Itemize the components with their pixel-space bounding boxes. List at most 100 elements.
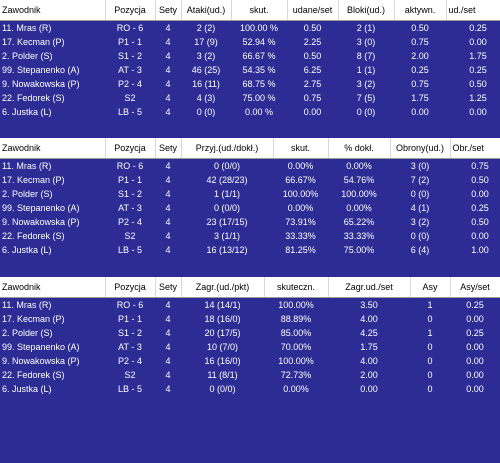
accuracy-cell: 0.00% [346,161,372,171]
column-header-serve-eff[interactable]: skuteczn. [264,277,329,298]
attack-per-set-cell: 6.25 [303,65,322,75]
attacks-cell: 3 (2) [196,51,216,61]
sets-cell: 4 [165,203,171,213]
column-header-serves-per-set[interactable]: Zagr.ud./set [328,277,411,298]
position-cell: S2 [124,231,136,241]
sets-cell: 4 [165,23,171,33]
table-row[interactable]: 2. Polder (S) S1 - 2 4 3 (2) 66.67 % 0.50 8 (7… [0,49,500,63]
table-row[interactable]: 6. Justka (L) LB - 5 4 0 (0) 0.00 % 0.00 0 (0)… [0,105,500,119]
column-header-player[interactable]: Zawodnik [0,277,106,298]
column-header-digs-per-set[interactable]: Obr./set [450,138,500,159]
reception-eff-cell: 66.67% [285,175,316,185]
position-cell: S1 - 2 [117,51,142,61]
reception-eff-cell: 0.00% [287,203,314,213]
attack-eff-cell: 66.67 % [242,51,276,61]
table-row[interactable]: 22. Fedorek (S) S2 4 11 (8/1) 72.73% 2.00 0 0.0… [0,368,500,382]
player-name-cell: 6. Justka (L) [2,384,52,394]
player-name-cell: 17. Kecman (P) [2,175,65,185]
column-header-sets[interactable]: Sety [155,138,182,159]
attack-per-set-cell: 0.50 [303,51,322,61]
sets-cell: 4 [165,300,171,310]
aces-cell: 0 [427,314,433,324]
player-name-cell: 22. Fedorek (S) [2,93,65,103]
column-header-aces[interactable]: Asy [410,277,451,298]
column-header-digs[interactable]: Obrony(ud.) [390,138,451,159]
column-header-attack-eff[interactable]: skut. [231,0,288,21]
block-per-set-cell: 1.75 [469,51,487,61]
column-header-player[interactable]: Zawodnik [0,138,106,159]
table-row[interactable]: 11. Mras (R) RO - 6 4 14 (14/1) 100.00% 3.50 1… [0,298,500,313]
table-row[interactable]: 6. Justka (L) LB - 5 4 16 (13/12) 81.25% 75.0… [0,243,500,257]
column-header-reception-eff[interactable]: skut. [273,138,329,159]
table-row[interactable]: 9. Nowakowska (P) P2 - 4 4 16 (11) 68.75 % 2.… [0,77,500,91]
column-header-position[interactable]: Pozycja [105,138,156,159]
table-row[interactable]: 99. Stepanenko (A) AT - 3 4 0 (0/0) 0.00% 0.0… [0,201,500,215]
column-header-sets[interactable]: Sety [155,277,182,298]
aces-cell: 0 [427,356,433,366]
digs-cell: 6 (4) [410,245,430,255]
serves-per-set-cell: 4.00 [360,356,378,366]
sets-cell: 4 [165,107,171,117]
attack-eff-cell: 54.35 % [242,65,276,75]
column-header-position[interactable]: Pozycja [105,0,156,21]
player-name-cell: 99. Stepanenko (A) [2,65,80,75]
column-header-attack-per-set[interactable]: udane/set [287,0,339,21]
column-header-serves[interactable]: Zagr.(ud./pkt) [181,277,265,298]
column-header-blocks[interactable]: Bloki(ud.) [338,0,395,21]
position-cell: P1 - 1 [117,37,142,47]
position-cell: P1 - 1 [117,314,142,324]
table-row[interactable]: 22. Fedorek (S) S2 4 3 (1/1) 33.33% 33.33% 0 (… [0,229,500,243]
serve-eff-cell: 72.73% [280,370,312,380]
table-row[interactable]: 17. Kecman (P) P1 - 1 4 17 (9) 52.94 % 2.25 3 … [0,35,500,49]
activity-cell: 0.00 [411,107,429,117]
player-name-cell: 2. Polder (S) [2,51,53,61]
position-cell: P2 - 4 [117,79,142,89]
sets-cell: 4 [165,328,171,338]
table-row[interactable]: 11. Mras (R) RO - 6 4 0 (0/0) 0.00% 0.00% 3 (0… [0,159,500,174]
digs-per-set-cell: 0.00 [471,189,489,199]
attack-eff-cell: 75.00 % [242,93,276,103]
table-row[interactable]: 99. Stepanenko (A) AT - 3 4 46 (25) 54.35 % 6… [0,63,500,77]
table-row[interactable]: 22. Fedorek (S) S2 4 4 (3) 75.00 % 0.75 7 (5) 1… [0,91,500,105]
table-row[interactable]: 11. Mras (R) RO - 6 4 2 (2) 100.00 % 0.50 2 (1… [0,21,500,36]
player-name-cell: 2. Polder (S) [2,189,53,199]
aces-per-set-cell: 0.25 [466,300,484,310]
table-row[interactable]: 17. Kecman (P) P1 - 1 4 42 (28/23) 66.67% 54.… [0,173,500,187]
blocks-cell: 7 (5) [356,93,376,103]
player-name-cell: 9. Nowakowska (P) [2,356,80,366]
attacks-cell: 4 (3) [196,93,216,103]
aces-per-set-cell: 0.00 [466,356,484,366]
activity-cell: 2.00 [411,51,429,61]
attacks-cell: 17 (9) [194,37,218,47]
position-cell: S1 - 2 [117,328,142,338]
column-header-activity[interactable]: aktywn. [394,0,447,21]
attacks-cell: 46 (25) [191,65,221,75]
column-header-attacks[interactable]: Ataki(ud.) [181,0,232,21]
serves-per-set-cell: 4.00 [360,314,378,324]
serve-eff-cell: 0.00% [283,384,309,394]
table-row[interactable]: 17. Kecman (P) P1 - 1 4 18 (16/0) 88.89% 4.00… [0,312,500,326]
position-cell: P2 - 4 [117,217,142,227]
blocks-cell: 3 (2) [356,79,376,89]
table-row[interactable]: 99. Stepanenko (A) AT - 3 4 10 (7/0) 70.00% 1… [0,340,500,354]
column-header-sets[interactable]: Sety [155,0,182,21]
column-header-receptions[interactable]: Przyj.(ud./dokł.) [181,138,274,159]
table-row[interactable]: 9. Nowakowska (P) P2 - 4 4 16 (16/0) 100.00%… [0,354,500,368]
table-row[interactable]: 2. Polder (S) S1 - 2 4 20 (17/5) 85.00% 4.25 1… [0,326,500,340]
column-header-position[interactable]: Pozycja [105,277,156,298]
table-row[interactable]: 9. Nowakowska (P) P2 - 4 4 23 (17/15) 73.91%… [0,215,500,229]
player-name-cell: 11. Mras (R) [2,300,52,310]
column-header-accuracy[interactable]: % dokł. [328,138,391,159]
column-header-player[interactable]: Zawodnik [0,0,106,21]
column-header-aces-per-set[interactable]: Asy/set [450,277,500,298]
sets-cell: 4 [165,65,171,75]
table-header-row: Zawodnik Pozycja Sety Przyj.(ud./dokł.) … [0,138,500,159]
sets-cell: 4 [165,51,171,61]
position-cell: LB - 5 [117,245,142,255]
column-header-block-per-set[interactable]: ud./set [446,0,500,21]
table-row[interactable]: 2. Polder (S) S1 - 2 4 1 (1/1) 100.00% 100.00… [0,187,500,201]
table-row[interactable]: 6. Justka (L) LB - 5 4 0 (0/0) 0.00% 0.00 0 0.0… [0,382,500,396]
digs-per-set-cell: 0.00 [471,231,489,241]
block-per-set-cell: 1.25 [469,93,487,103]
digs-cell: 3 (0) [410,161,430,171]
